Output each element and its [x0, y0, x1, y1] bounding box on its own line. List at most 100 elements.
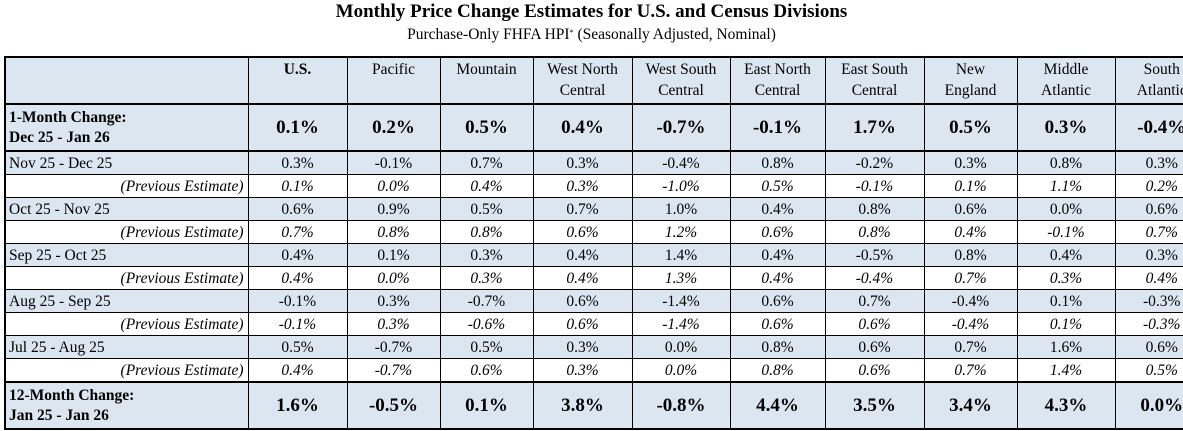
value-cell: -1.4% [631, 289, 731, 313]
value-cell: 0.3% [247, 150, 348, 175]
value-cell: 0.5% [729, 174, 826, 198]
column-header-line2: England [944, 82, 997, 99]
value-cell: 1.2% [631, 220, 731, 244]
value-cell: 0.7% [439, 150, 534, 175]
value-cell: 0.0% [631, 358, 731, 383]
page-title: Monthly Price Change Estimates for U.S. … [335, 1, 848, 22]
value-cell: 0.4% [1114, 266, 1183, 290]
column-header-line2: Atlantic [1041, 82, 1091, 99]
value-cell: 0.6% [824, 312, 925, 336]
period-row: Oct 25 - Nov 25 0.6% 0.9% 0.5% 0.7% 1.0% 0.4% 0… [4, 197, 1183, 221]
column-header: Mountain [439, 56, 534, 105]
value-cell: -0.1% [247, 289, 348, 313]
value-cell: 0.6% [824, 358, 925, 383]
value-cell: 0.4% [532, 103, 633, 152]
value-cell: 0.6% [729, 312, 826, 336]
value-cell: 0.6% [1114, 335, 1183, 359]
value-cell: 0.1% [247, 174, 348, 198]
page-subtitle: Purchase-Only FHFA HPI* (Seasonally Adju… [0, 25, 1183, 45]
row-label-line1: 1-Month Change: [9, 108, 127, 126]
column-header: Middle Atlantic [1016, 56, 1116, 105]
value-cell: 0.3% [346, 312, 441, 336]
value-cell: 0.4% [247, 243, 348, 267]
value-cell: 0.4% [532, 266, 633, 290]
value-cell: 0.8% [1016, 150, 1116, 175]
value-cell: 3.8% [532, 381, 633, 430]
value-cell: 0.1% [1016, 289, 1116, 313]
value-cell: 0.1% [346, 243, 441, 267]
value-cell: -0.7% [439, 289, 534, 313]
price-change-table: U.S. Pacific Mountain West North Central West… [4, 56, 1183, 430]
row-label: Sep 25 - Oct 25 [4, 243, 249, 267]
value-cell: -0.4% [923, 289, 1018, 313]
row-label-line1: 12-Month Change: [9, 386, 135, 404]
one-month-row: 1-Month Change: Dec 25 - Jan 26 0.1% 0.2% 0.… [4, 103, 1183, 152]
previous-estimate-row: (Previous Estimate) 0.1% 0.0% 0.4% 0.3% -1.0%… [4, 174, 1183, 198]
value-cell: 0.3% [346, 289, 441, 313]
previous-estimate-row: (Previous Estimate) 0.4% -0.7% 0.6% 0.3% 0.0%… [4, 358, 1183, 383]
value-cell: 0.3% [1016, 266, 1116, 290]
value-cell: 0.5% [439, 197, 534, 221]
value-cell: -1.0% [631, 174, 731, 198]
column-header-line1: New [955, 61, 986, 78]
value-cell: 0.8% [729, 335, 826, 359]
column-header-line2: Atlantic [1136, 82, 1183, 99]
value-cell: 0.0% [1016, 197, 1116, 221]
value-cell: 0.2% [346, 103, 441, 152]
column-header: East South Central [824, 56, 925, 105]
value-cell: 0.0% [346, 266, 441, 290]
table-body: U.S. Pacific Mountain West North Central West… [4, 56, 1183, 430]
row-label: (Previous Estimate) [4, 312, 249, 336]
value-cell: -0.5% [346, 381, 441, 430]
value-cell: 0.8% [824, 197, 925, 221]
previous-estimate-row: (Previous Estimate) 0.4% 0.0% 0.3% 0.4% 1.3% 0… [4, 266, 1183, 290]
subtitle-text: Purchase-Only FHFA HPI [407, 26, 570, 43]
period-row: Jul 25 - Aug 25 0.5% -0.7% 0.5% 0.3% 0.0% 0.8%… [4, 335, 1183, 359]
value-cell: 0.0% [631, 335, 731, 359]
value-cell: -0.1% [346, 150, 441, 175]
column-header-line1: West South [645, 61, 717, 78]
column-header: Pacific [346, 56, 441, 105]
value-cell: -0.1% [247, 312, 348, 336]
value-cell: -0.1% [824, 174, 925, 198]
value-cell: 0.5% [247, 335, 348, 359]
previous-estimate-row: (Previous Estimate) 0.7% 0.8% 0.8% 0.6% 1.2% 0… [4, 220, 1183, 244]
column-header: South Atlantic [1114, 56, 1183, 105]
value-cell: 0.4% [532, 243, 633, 267]
column-header: New England [923, 56, 1018, 105]
value-cell: -0.7% [346, 335, 441, 359]
value-cell: 0.8% [923, 243, 1018, 267]
value-cell: 0.3% [532, 335, 633, 359]
column-header-line1: East North [744, 61, 811, 78]
column-header: East North Central [729, 56, 826, 105]
row-label-line2: Dec 25 - Jan 26 [9, 128, 110, 146]
value-cell: 0.3% [532, 150, 633, 175]
value-cell: -0.5% [824, 243, 925, 267]
value-cell: -0.7% [346, 358, 441, 383]
value-cell: 1.7% [824, 103, 925, 152]
value-cell: -0.4% [923, 312, 1018, 336]
value-cell: 0.1% [247, 103, 348, 152]
column-header-line1: Middle [1043, 61, 1089, 78]
value-cell: 0.6% [247, 197, 348, 221]
row-label: 1-Month Change: Dec 25 - Jan 26 [4, 103, 249, 152]
value-cell: 0.6% [532, 312, 633, 336]
value-cell: -0.1% [1016, 220, 1116, 244]
value-cell: 0.8% [824, 220, 925, 244]
value-cell: -0.8% [631, 381, 731, 430]
column-header-line1: East South [841, 61, 908, 78]
value-cell: 4.3% [1016, 381, 1116, 430]
value-cell: 0.7% [923, 266, 1018, 290]
row-label: Oct 25 - Nov 25 [4, 197, 249, 221]
value-cell: 0.4% [923, 220, 1018, 244]
value-cell: 0.8% [729, 358, 826, 383]
row-label-line2: Jan 25 - Jan 26 [9, 406, 109, 424]
value-cell: -0.1% [729, 103, 826, 152]
value-cell: 0.5% [439, 335, 534, 359]
subtitle-suffix: (Seasonally Adjusted, Nominal) [573, 26, 776, 43]
value-cell: 3.4% [923, 381, 1018, 430]
column-header: U.S. [247, 56, 348, 105]
value-cell: 3.5% [824, 381, 925, 430]
column-header-line2: Central [754, 82, 801, 99]
column-header-line2: Central [851, 82, 898, 99]
